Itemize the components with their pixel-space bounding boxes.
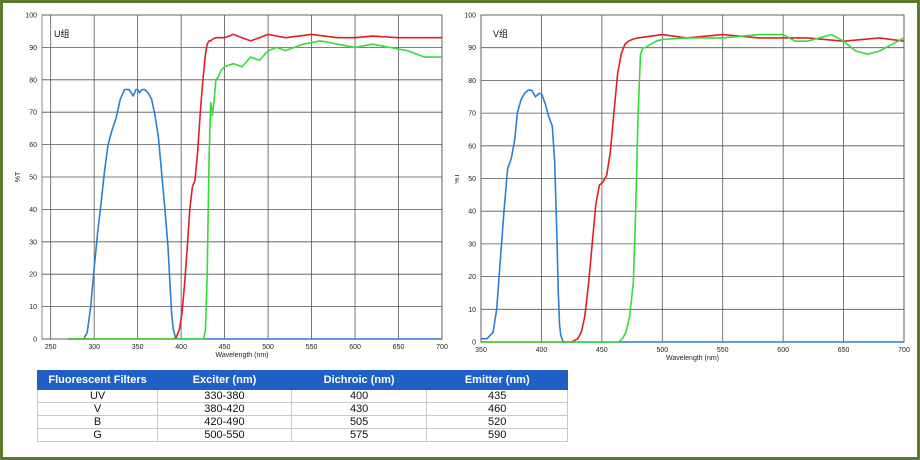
x-tick-label: 350	[132, 344, 144, 351]
y-tick-label: 0	[472, 340, 476, 347]
table-header-row: Fluorescent Filters Exciter (nm) Dichroi…	[36, 370, 568, 390]
x-tick-label: 300	[88, 344, 100, 351]
chart-u-group: 250 300 350 400 450 500 550 600 650 700 0 10 20 30 40 5…	[15, 13, 448, 360]
filters-table: Fluorescent Filters Exciter (nm) Dichroi…	[36, 370, 568, 442]
y-tick-label: 90	[468, 45, 476, 52]
y-tick-label: 80	[468, 78, 476, 85]
table-cell: G	[36, 428, 159, 442]
table-cell: 380-420	[157, 402, 292, 416]
table-cell: 330-380	[157, 389, 292, 403]
series-line-1	[481, 89, 904, 343]
chart-v-group: 350 400 450 500 550 600 650 700 0 10 20 30 40 50 60 70 8…	[455, 13, 910, 363]
x-tick-label: 600	[349, 344, 361, 351]
y-tick-label: 20	[468, 274, 476, 281]
y-axis-label: %T	[455, 173, 461, 184]
y-tick-label: 100	[25, 13, 37, 20]
table-cell: 575	[290, 428, 428, 442]
y-tick-label: 40	[468, 209, 476, 216]
chart-title: V组	[493, 28, 508, 39]
y-axis-label: %T	[15, 171, 22, 182]
y-tick-label: 30	[468, 241, 476, 248]
table-cell: UV	[36, 389, 159, 403]
y-tick-label: 60	[29, 142, 37, 149]
table-cell: V	[36, 402, 159, 416]
table-cell: 430	[290, 402, 428, 416]
table-row: B 420-490 505 520	[36, 415, 568, 429]
x-axis-label: Wavelength (nm)	[215, 352, 268, 359]
table-row: UV 330-380 400 435	[36, 389, 568, 403]
y-tick-label: 100	[464, 13, 476, 20]
y-tick-label: 90	[29, 45, 37, 52]
y-tick-label: 30	[29, 239, 37, 246]
x-tick-label: 650	[393, 344, 405, 351]
x-tick-label: 400	[536, 347, 548, 354]
table-cell: 520	[426, 415, 568, 429]
series-line-2	[68, 33, 442, 340]
table-row: V 380-420 430 460	[36, 402, 568, 416]
table-cell: 460	[426, 402, 568, 416]
y-tick-label: 0	[33, 337, 37, 344]
table-cell: 500-550	[157, 428, 292, 442]
y-tick-label: 20	[29, 272, 37, 279]
table-row: G 500-550 575 590	[36, 428, 568, 442]
y-tick-label: 10	[468, 307, 476, 314]
x-tick-label: 700	[436, 344, 448, 351]
header-dichroic: Dichroic (nm)	[290, 370, 428, 390]
series-line-1	[68, 88, 442, 340]
x-tick-label: 650	[838, 347, 850, 354]
series-line-3	[481, 33, 905, 343]
header-filter: Fluorescent Filters	[36, 370, 159, 390]
table-cell: B	[36, 415, 159, 429]
y-tick-label: 10	[29, 304, 37, 311]
series-line-3	[68, 40, 442, 340]
series-line-2	[481, 33, 905, 343]
x-axis-label: Wavelength (nm)	[666, 355, 719, 362]
table-cell: 420-490	[157, 415, 292, 429]
x-tick-label: 400	[175, 344, 187, 351]
x-tick-label: 500	[656, 347, 668, 354]
x-tick-label: 500	[262, 344, 274, 351]
y-tick-label: 70	[29, 110, 37, 117]
y-tick-label: 50	[29, 175, 37, 182]
x-tick-label: 450	[219, 344, 231, 351]
y-tick-label: 80	[29, 77, 37, 84]
x-tick-label: 450	[596, 347, 608, 354]
x-tick-label: 350	[475, 347, 487, 354]
header-emitter: Emitter (nm)	[426, 370, 568, 390]
y-tick-label: 40	[29, 207, 37, 214]
table-cell: 435	[426, 389, 568, 403]
table-cell: 400	[290, 389, 428, 403]
y-tick-label: 60	[468, 143, 476, 150]
x-tick-label: 700	[898, 347, 910, 354]
x-tick-label: 550	[306, 344, 318, 351]
table-cell: 590	[426, 428, 568, 442]
x-tick-label: 250	[45, 344, 57, 351]
y-tick-label: 50	[468, 176, 476, 183]
x-tick-label: 550	[717, 347, 729, 354]
table-cell: 505	[290, 415, 428, 429]
header-exciter: Exciter (nm)	[157, 370, 292, 390]
y-tick-label: 70	[468, 111, 476, 118]
chart-title: U组	[54, 28, 70, 39]
x-tick-label: 600	[777, 347, 789, 354]
